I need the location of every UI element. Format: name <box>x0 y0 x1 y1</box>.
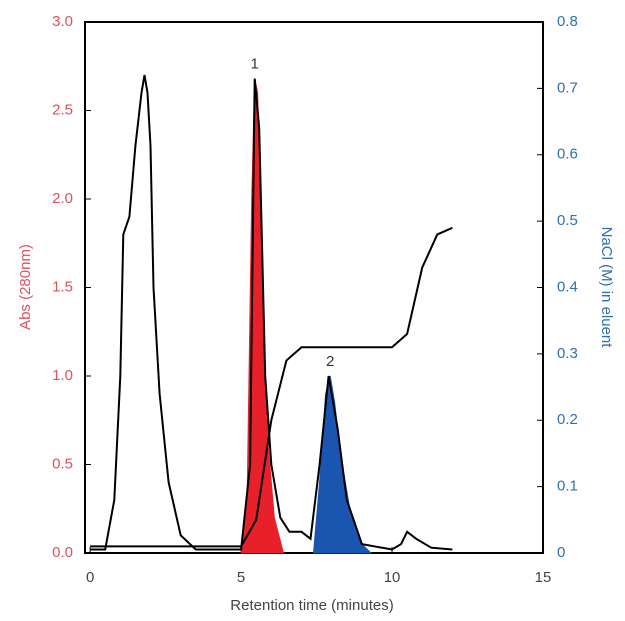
y-tick-label: 0.5 <box>52 455 73 472</box>
y-tick-label: 2.0 <box>52 190 73 207</box>
y-tick-label: 3.0 <box>52 13 73 30</box>
y-axis-label: Abs (280nm) <box>17 244 34 330</box>
y-tick-label: 2.5 <box>52 101 73 118</box>
y2-tick-label: 0.5 <box>557 212 578 229</box>
peak-label: 2 <box>326 353 334 370</box>
y2-axis-label: NaCl (M) in eluent <box>598 227 615 349</box>
y2-tick-label: 0 <box>557 544 565 561</box>
y-tick-label: 1.5 <box>52 278 73 295</box>
x-tick-label: 5 <box>237 569 245 586</box>
y2-tick-label: 0.3 <box>557 345 578 362</box>
peak-label: 1 <box>251 56 259 73</box>
y-tick-label: 1.0 <box>52 367 73 384</box>
y2-tick-label: 0.8 <box>557 13 578 30</box>
y2-tick-label: 0.7 <box>557 79 578 96</box>
x-tick-label: 0 <box>86 569 94 586</box>
y2-tick-label: 0.4 <box>557 278 578 295</box>
x-tick-label: 15 <box>535 569 552 586</box>
x-axis-label: Retention time (minutes) <box>230 597 393 614</box>
y2-tick-label: 0.6 <box>557 146 578 163</box>
trace-line <box>90 74 453 551</box>
y-tick-label: 0.0 <box>52 544 73 561</box>
trace-line <box>90 226 453 548</box>
y2-tick-label: 0.1 <box>557 478 578 495</box>
y2-tick-label: 0.2 <box>557 411 578 428</box>
x-tick-label: 10 <box>384 569 401 586</box>
